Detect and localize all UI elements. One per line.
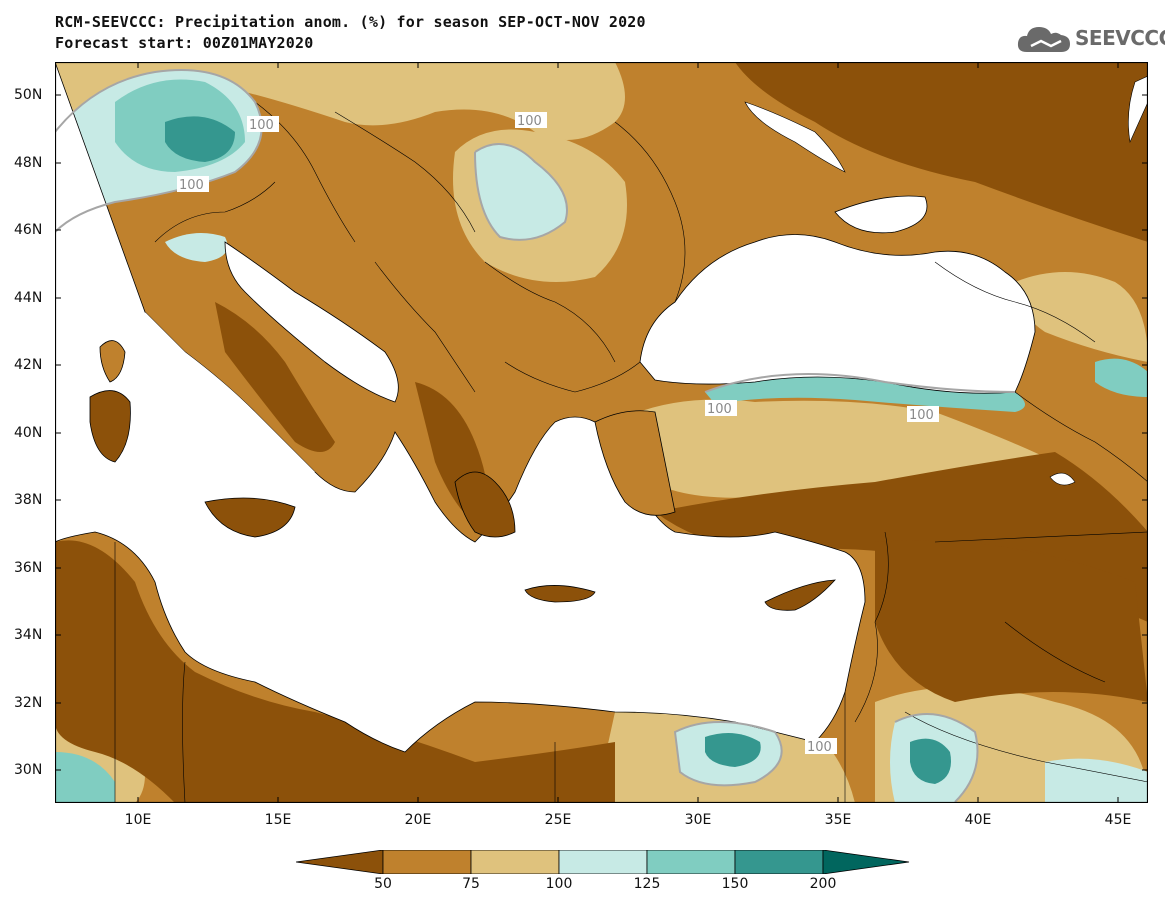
title-line-1: RCM-SEEVCCC: Precipitation anom. (%) for… (55, 13, 646, 31)
contour-label-5: 100 (909, 408, 934, 423)
anomaly-field-below-50-syria (875, 540, 1148, 702)
contour-label-3: 100 (517, 114, 542, 129)
mediterranean-sea (55, 62, 866, 753)
colorbar-segment-150-200 (734, 850, 824, 874)
colorbar-label-50: 50 (374, 876, 392, 892)
tick-marks (55, 62, 1148, 803)
lat-label-36n: 36N (14, 560, 43, 576)
lon-label-45e: 45E (1104, 812, 1132, 828)
lake-east-1 (744, 101, 846, 173)
sardinia-island (89, 390, 131, 463)
seevccc-logo: SEEVCCC (1015, 22, 1165, 58)
anomaly-field-100-150-black-sea-south (705, 374, 1025, 412)
anomaly-field-below-50-italy (215, 302, 335, 452)
anomaly-field-below-50-anatolia (655, 452, 1148, 622)
title-line-2: Forecast start: 00Z01MAY2020 (55, 34, 314, 52)
tyrrhenian-sea (145, 312, 315, 476)
anomaly-field-150-200-alps (165, 116, 235, 162)
lat-label-48n: 48N (14, 155, 43, 171)
colorbar-label-200: 200 (809, 876, 837, 892)
anomaly-field-150-200-jordan (910, 738, 951, 784)
greece-peninsula (454, 471, 516, 538)
anomaly-field-100-150-tunisia (55, 752, 115, 803)
anomaly-field-100-125-hungary (475, 144, 567, 240)
lake-van (1049, 472, 1076, 486)
lat-label-34n: 34N (14, 627, 43, 643)
black-sea (639, 234, 1036, 394)
colorbar-segment-50-75 (382, 850, 472, 874)
anomaly-field-100-125-iraq (1045, 758, 1148, 803)
colorbar-label-75: 75 (462, 876, 480, 892)
colorbar-segment-75-100 (470, 850, 560, 874)
chart-title: RCM-SEEVCCC: Precipitation anom. (%) for… (55, 12, 646, 54)
colorbar-segment-above-200 (822, 850, 910, 874)
country-borders (114, 101, 1148, 803)
lon-label-10e: 10E (124, 812, 152, 828)
contour-label-1: 100 (249, 118, 274, 133)
anomaly-field-75-100-north (55, 62, 625, 172)
cyprus-island (764, 579, 836, 611)
lat-label-32n: 32N (14, 695, 43, 711)
anomaly-field-below-50-north-africa (55, 540, 615, 803)
contour-label-2: 100 (179, 178, 204, 193)
contour-label-4: 100 (707, 402, 732, 417)
colorbar-legend (296, 850, 910, 874)
lon-label-20e: 20E (404, 812, 432, 828)
lon-label-35e: 35E (824, 812, 852, 828)
colorbar-segment-below-50 (296, 850, 384, 874)
anomaly-field-150-200-sinai (705, 733, 761, 767)
crete-island (524, 585, 596, 603)
precipitation-anomaly-map: 100 100 100 100 100 100 (55, 62, 1148, 803)
contour-label-6: 100 (807, 740, 832, 755)
anomaly-field-75-100-caucasus (1015, 272, 1148, 362)
colorbar-segment-125-150 (646, 850, 736, 874)
lon-label-15e: 15E (264, 812, 292, 828)
lat-label-42n: 42N (14, 357, 43, 373)
cloud-icon (1017, 27, 1070, 52)
colorbar-label-100: 100 (545, 876, 573, 892)
anomaly-field-below-50-east (735, 62, 1148, 242)
colorbar-segment-100-125 (558, 850, 648, 874)
anatolia-west-coast (594, 410, 676, 516)
anomaly-field-100-125-genoa (165, 233, 228, 262)
lon-label-25e: 25E (544, 812, 572, 828)
lat-label-50n: 50N (14, 87, 43, 103)
lat-label-38n: 38N (14, 492, 43, 508)
lat-label-30n: 30N (14, 762, 43, 778)
lake-east-2 (1128, 75, 1148, 144)
logo-text: SEEVCCC (1075, 26, 1165, 50)
corsica-island (99, 340, 126, 383)
colorbar-label-125: 125 (633, 876, 661, 892)
azov-sea (834, 195, 928, 234)
adriatic-sea (224, 241, 399, 403)
anomaly-field-100-150-georgia (1095, 358, 1148, 397)
lon-label-30e: 30E (684, 812, 712, 828)
lat-label-40n: 40N (14, 425, 43, 441)
sicily-island (204, 497, 296, 538)
contour-100-lines (55, 69, 1016, 803)
lat-label-44n: 44N (14, 290, 43, 306)
colorbar-label-150: 150 (721, 876, 749, 892)
lon-label-40e: 40E (964, 812, 992, 828)
contour-labels: 100 100 100 100 100 100 (177, 112, 939, 755)
lat-label-46n: 46N (14, 222, 43, 238)
